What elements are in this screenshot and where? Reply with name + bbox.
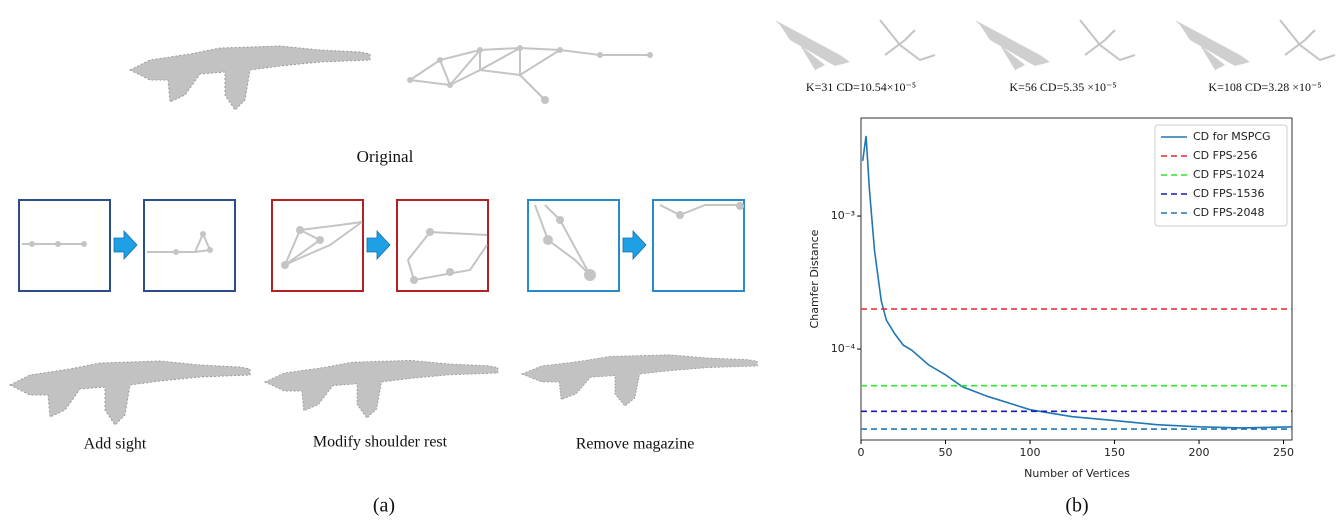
- y-axis-label: Chamfer Distance: [808, 229, 821, 328]
- plot-frame: [860, 117, 1293, 441]
- x-tick-label: 250: [1273, 446, 1294, 459]
- edit-label: Modify shoulder rest: [313, 434, 448, 451]
- edit-shape: [521, 354, 758, 407]
- x-tick-label: 200: [1189, 446, 1210, 459]
- edit-boxes: [18, 199, 745, 292]
- x-tick-label: 150: [1104, 446, 1125, 459]
- edit-shape: [264, 359, 499, 419]
- legend-box: [1154, 124, 1288, 227]
- original-label: Original: [357, 147, 414, 166]
- original-shape: [129, 45, 371, 111]
- x-tick-label: 100: [1020, 446, 1041, 459]
- legend-label: CD FPS-2048: [1193, 206, 1265, 219]
- legend-label: CD FPS-1024: [1193, 168, 1265, 181]
- sample-label: K=31 CD=10.54×10⁻⁵: [806, 80, 916, 94]
- edit-label: Add sight: [84, 436, 147, 453]
- line: [861, 135, 1293, 429]
- plane-skeletons: [879, 19, 1336, 62]
- legend-label: CD FPS-1536: [1193, 187, 1265, 200]
- plane-images: [775, 20, 1250, 70]
- x-tick-label: 0: [858, 446, 865, 459]
- caption: (b): [1065, 495, 1088, 517]
- edit-shape: [9, 360, 251, 426]
- legend-label: CD FPS-256: [1193, 149, 1258, 162]
- y-tick-label: 10⁻⁴: [831, 342, 856, 355]
- x-axis-label: Number of Vertices: [1024, 467, 1130, 480]
- sample-label: K=108 CD=3.28 ×10⁻⁵: [1208, 80, 1321, 94]
- caption: (a): [373, 495, 395, 517]
- y-tick-label: 10⁻³: [831, 209, 855, 222]
- edit-label: Remove magazine: [576, 436, 695, 453]
- sample-label: K=56 CD=5.35 ×10⁻⁵: [1009, 80, 1116, 94]
- legend-label: CD for MSPCG: [1193, 130, 1271, 143]
- box-contents: [22, 202, 744, 284]
- skeleton: [407, 45, 653, 104]
- arrows: [113, 229, 647, 261]
- x-tick-label: 50: [939, 446, 953, 459]
